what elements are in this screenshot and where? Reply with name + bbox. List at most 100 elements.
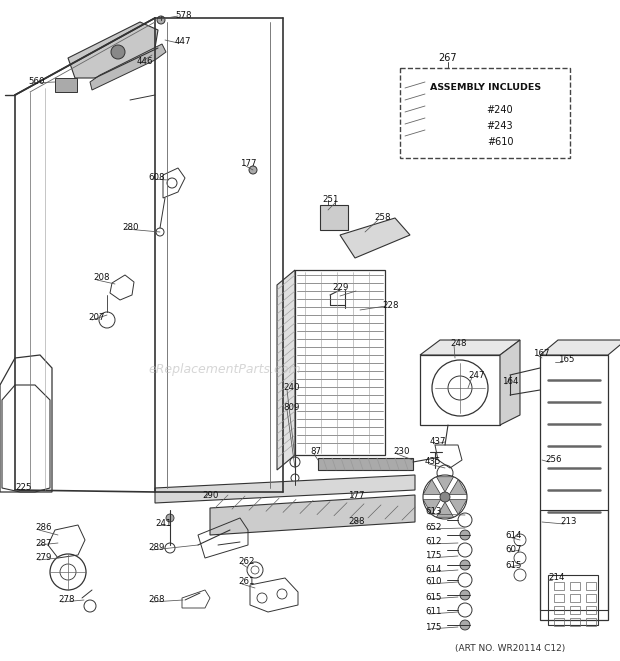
- Text: 230: 230: [393, 447, 409, 457]
- Text: 435: 435: [425, 457, 441, 467]
- Polygon shape: [90, 44, 166, 90]
- Text: 614: 614: [505, 531, 521, 539]
- Text: 608: 608: [148, 173, 164, 182]
- Bar: [586, 582, 596, 590]
- Bar: [586, 606, 596, 614]
- Polygon shape: [500, 340, 520, 425]
- Text: 615: 615: [505, 561, 521, 570]
- Text: 256: 256: [545, 455, 562, 465]
- Text: 446: 446: [137, 58, 154, 67]
- Text: 578: 578: [175, 11, 192, 20]
- Polygon shape: [436, 477, 454, 492]
- Circle shape: [111, 45, 125, 59]
- Polygon shape: [436, 502, 454, 518]
- Bar: [570, 594, 580, 602]
- Polygon shape: [540, 340, 620, 355]
- Text: 278: 278: [58, 596, 74, 605]
- Text: 287: 287: [35, 539, 51, 547]
- Text: 288: 288: [348, 518, 365, 527]
- Circle shape: [166, 514, 174, 522]
- Text: 247: 247: [468, 371, 484, 379]
- Bar: [540, 510, 608, 610]
- Bar: [554, 582, 564, 590]
- Bar: [540, 355, 608, 620]
- Text: #240: #240: [487, 105, 513, 115]
- Polygon shape: [423, 479, 441, 494]
- Text: 286: 286: [35, 524, 51, 533]
- Text: 251: 251: [322, 196, 339, 204]
- Polygon shape: [423, 500, 441, 514]
- Bar: [295, 270, 385, 455]
- Bar: [320, 205, 348, 230]
- Text: #243: #243: [487, 121, 513, 131]
- Text: 613: 613: [425, 508, 441, 516]
- Bar: [586, 594, 596, 602]
- Text: 290: 290: [202, 490, 218, 500]
- Text: 165: 165: [558, 356, 575, 364]
- Text: 614: 614: [425, 566, 441, 574]
- Text: 437: 437: [430, 438, 446, 446]
- Text: 229: 229: [332, 284, 348, 293]
- Polygon shape: [68, 22, 158, 78]
- Text: 652: 652: [425, 522, 441, 531]
- Bar: [554, 594, 564, 602]
- Text: 809: 809: [283, 403, 299, 412]
- Bar: [570, 618, 580, 626]
- Text: 611: 611: [425, 607, 441, 617]
- Bar: [554, 606, 564, 614]
- Circle shape: [460, 620, 470, 630]
- Circle shape: [460, 530, 470, 540]
- Text: 241: 241: [155, 518, 172, 527]
- Text: ASSEMBLY INCLUDES: ASSEMBLY INCLUDES: [430, 83, 541, 93]
- Bar: [570, 606, 580, 614]
- Text: 612: 612: [425, 537, 441, 547]
- Text: 615: 615: [425, 592, 441, 602]
- Polygon shape: [340, 218, 410, 258]
- Text: eReplacementParts.com: eReplacementParts.com: [149, 364, 301, 377]
- Text: 177: 177: [348, 490, 365, 500]
- Text: 279: 279: [35, 553, 51, 563]
- Polygon shape: [155, 475, 415, 503]
- Text: 240: 240: [283, 383, 299, 393]
- Text: (ART NO. WR20114 C12): (ART NO. WR20114 C12): [455, 644, 565, 652]
- Circle shape: [440, 492, 450, 502]
- Text: 610: 610: [425, 578, 441, 586]
- Polygon shape: [277, 270, 295, 470]
- Text: 447: 447: [175, 38, 192, 46]
- Polygon shape: [210, 495, 415, 535]
- Text: 175: 175: [425, 551, 441, 561]
- Bar: [554, 618, 564, 626]
- Text: 228: 228: [382, 301, 399, 309]
- Polygon shape: [420, 340, 520, 355]
- Text: 164: 164: [502, 377, 518, 387]
- Circle shape: [157, 16, 165, 24]
- Bar: [570, 582, 580, 590]
- Text: 225: 225: [15, 483, 32, 492]
- Text: 177: 177: [240, 159, 257, 169]
- Text: 207: 207: [88, 313, 105, 323]
- Bar: [55, 78, 77, 92]
- Circle shape: [249, 166, 257, 174]
- Text: 268: 268: [148, 596, 164, 605]
- Text: 248: 248: [450, 338, 466, 348]
- Circle shape: [460, 560, 470, 570]
- Polygon shape: [450, 500, 467, 514]
- Text: 208: 208: [93, 274, 110, 282]
- Text: 560: 560: [28, 77, 45, 87]
- Bar: [586, 618, 596, 626]
- Text: 213: 213: [560, 518, 577, 527]
- Text: 261: 261: [238, 578, 254, 586]
- Text: 607: 607: [505, 545, 521, 555]
- Polygon shape: [450, 479, 467, 494]
- Text: 289: 289: [148, 543, 164, 553]
- Text: 87: 87: [310, 447, 321, 457]
- Text: 267: 267: [439, 53, 458, 63]
- Text: #610: #610: [487, 137, 513, 147]
- Text: 262: 262: [238, 557, 254, 566]
- Text: 258: 258: [374, 214, 391, 223]
- Circle shape: [460, 590, 470, 600]
- Text: 214: 214: [548, 574, 564, 582]
- Text: 167: 167: [533, 348, 549, 358]
- Text: 280: 280: [122, 223, 138, 233]
- Text: 175: 175: [425, 623, 441, 631]
